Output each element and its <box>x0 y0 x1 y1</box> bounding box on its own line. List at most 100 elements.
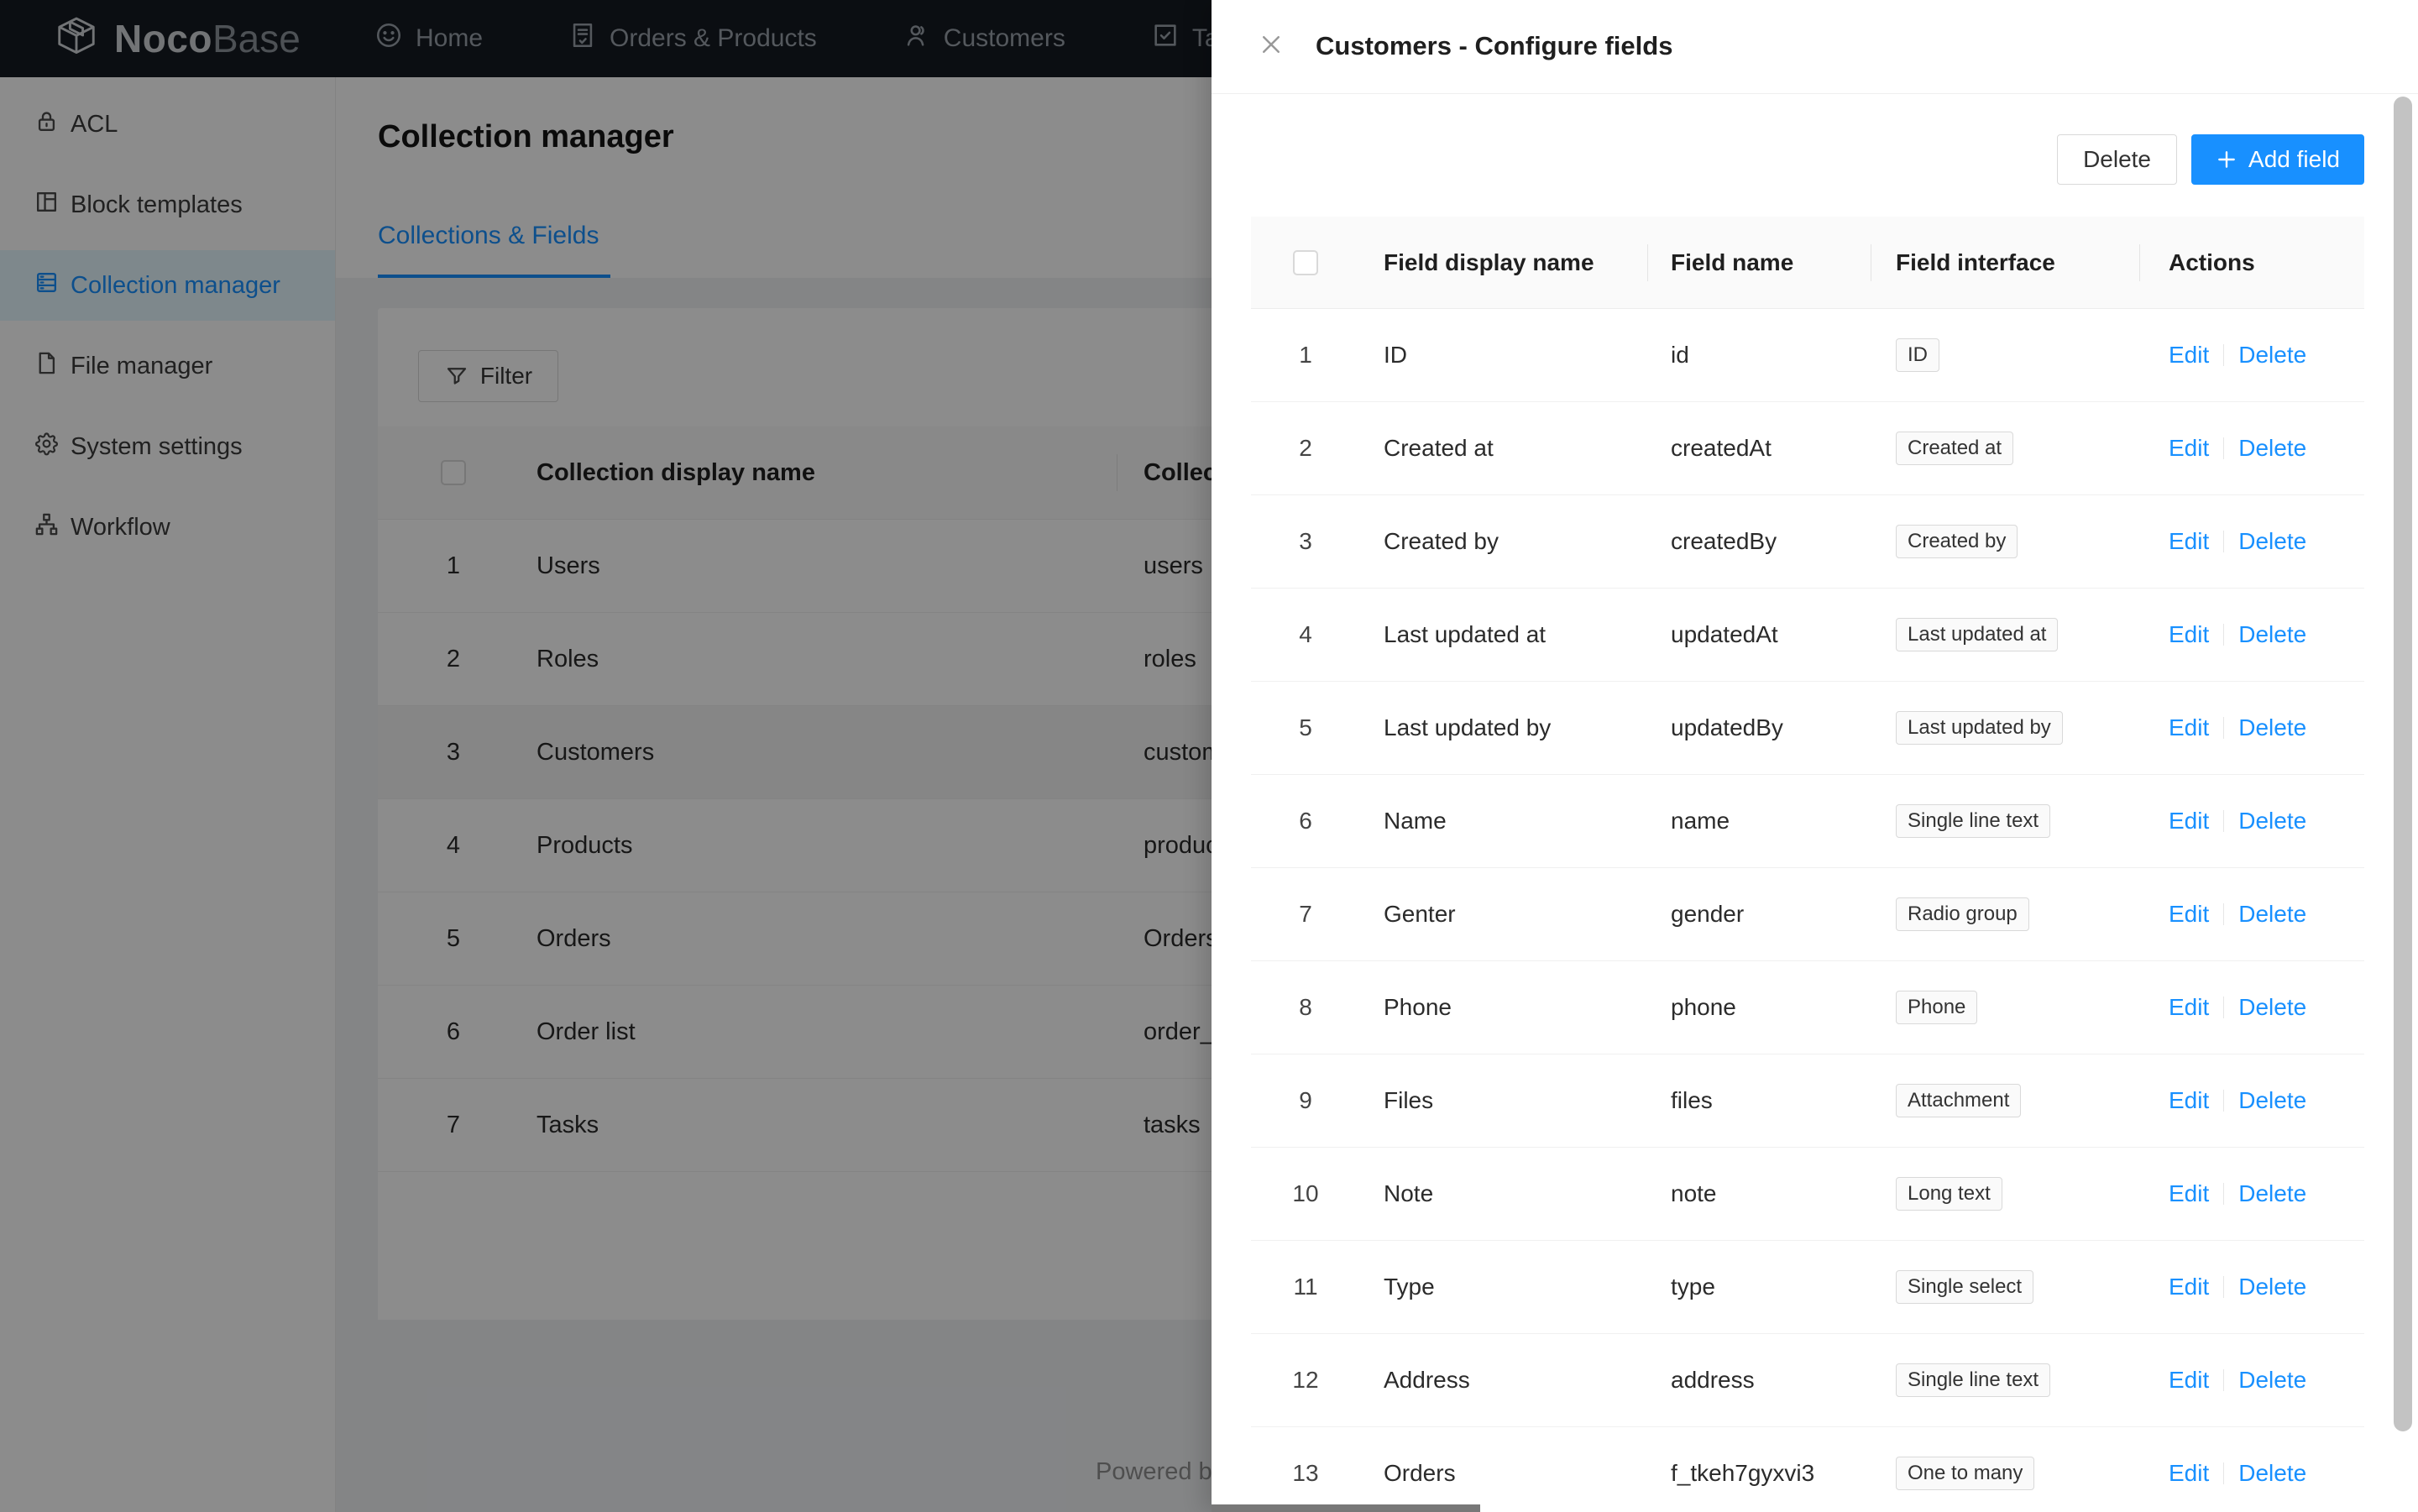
field-interface-tag: One to many <box>1896 1457 2035 1490</box>
row-index: 2 <box>1299 435 1312 461</box>
sidebar-item-acl[interactable]: ACL <box>0 89 335 160</box>
smile-icon <box>374 21 403 56</box>
field-row-id: 1 ID id ID Edit Delete <box>1251 309 2364 402</box>
user-icon <box>903 21 931 56</box>
nav-item-label: Customers <box>943 24 1065 52</box>
sidebar-item-label: File manager <box>71 352 213 379</box>
sidebar-item-label: System settings <box>71 432 243 460</box>
field-interface-tag: Single select <box>1896 1270 2034 1304</box>
field-row-phone: 8 Phone phone Phone Edit Delete <box>1251 961 2364 1054</box>
edit-field-link[interactable]: Edit <box>2169 1180 2210 1206</box>
action-divider <box>2223 344 2225 366</box>
edit-field-link[interactable]: Edit <box>2169 901 2210 927</box>
action-divider <box>2223 1276 2225 1298</box>
delete-field-link[interactable]: Delete <box>2238 342 2307 368</box>
field-display-name: Created at <box>1384 435 1494 461</box>
delete-field-link[interactable]: Delete <box>2238 528 2307 554</box>
field-row-type: 11 Type type Single select Edit Delete <box>1251 1241 2364 1334</box>
delete-field-link[interactable]: Delete <box>2238 1087 2307 1113</box>
edit-field-link[interactable]: Edit <box>2169 714 2210 740</box>
edit-field-link[interactable]: Edit <box>2169 342 2210 368</box>
field-interface-tag: ID <box>1896 338 1939 372</box>
collection-display-name: Products <box>536 831 633 859</box>
nav-item-home[interactable]: Home <box>374 21 483 56</box>
delete-field-link[interactable]: Delete <box>2238 1460 2307 1486</box>
edit-field-link[interactable]: Edit <box>2169 994 2210 1020</box>
filter-label: Filter <box>479 363 533 389</box>
delete-field-link[interactable]: Delete <box>2238 1180 2307 1206</box>
field-display-name: Last updated by <box>1384 714 1552 740</box>
nav-item-orders-products[interactable]: Orders & Products <box>568 21 817 56</box>
select-all-fields-checkbox[interactable] <box>1293 249 1318 275</box>
delete-field-link[interactable]: Delete <box>2238 714 2307 740</box>
delete-field-link[interactable]: Delete <box>2238 1367 2307 1393</box>
row-index: 6 <box>446 1018 461 1045</box>
collection-name: roles <box>1144 645 1196 672</box>
sidebar-item-workflow[interactable]: Workflow <box>0 492 335 562</box>
collection-display-name: Tasks <box>536 1111 599 1138</box>
action-divider <box>2223 624 2225 646</box>
add-field-button[interactable]: Add field <box>2191 134 2364 185</box>
delete-field-link[interactable]: Delete <box>2238 621 2307 647</box>
delete-fields-button[interactable]: Delete <box>2057 134 2178 185</box>
row-index: 5 <box>446 924 461 952</box>
drawer-mask[interactable] <box>0 0 1212 1512</box>
edit-field-link[interactable]: Edit <box>2169 1274 2210 1300</box>
row-index: 2 <box>446 645 461 672</box>
delete-field-link[interactable]: Delete <box>2238 1274 2307 1300</box>
edit-field-link[interactable]: Edit <box>2169 621 2210 647</box>
edit-field-link[interactable]: Edit <box>2169 528 2210 554</box>
edit-field-link[interactable]: Edit <box>2169 1367 2210 1393</box>
collection-name: Orders <box>1144 924 1218 952</box>
edit-field-link[interactable]: Edit <box>2169 1087 2210 1113</box>
column-header-field-display-name: Field display name <box>1384 249 1594 275</box>
field-interface-tag: Long text <box>1896 1177 2002 1211</box>
delete-field-link[interactable]: Delete <box>2238 808 2307 834</box>
sidebar-item-collection-manager[interactable]: Collection manager <box>0 250 335 321</box>
filter-button[interactable]: Filter <box>418 350 558 402</box>
field-name: files <box>1671 1087 1713 1113</box>
edit-field-link[interactable]: Edit <box>2169 435 2210 461</box>
field-display-name: Last updated at <box>1384 621 1547 647</box>
settings-sidebar: ACL Block templates Collection manager File… <box>0 77 336 1512</box>
fields-table-header: Field display name Field name Field inte… <box>1251 217 2364 309</box>
sidebar-item-block-templates[interactable]: Block templates <box>0 170 335 240</box>
edit-field-link[interactable]: Edit <box>2169 1460 2210 1486</box>
configure-fields-drawer: Customers - Configure fields Delete Add … <box>1212 0 2418 1512</box>
nav-item-customers[interactable]: Customers <box>903 21 1065 56</box>
row-index: 10 <box>1292 1180 1319 1206</box>
funnel-icon <box>447 368 466 385</box>
field-interface-tag: Created by <box>1896 525 2018 558</box>
nocobase-logo[interactable]: NocoBase <box>54 14 331 64</box>
field-row-updatedat: 4 Last updated at updatedAt Last updated at… <box>1251 589 2364 682</box>
field-display-name: Genter <box>1384 901 1456 927</box>
field-interface-tag: Single line text <box>1896 1363 2051 1397</box>
sidebar-item-system-settings[interactable]: System settings <box>0 411 335 482</box>
close-icon[interactable] <box>1259 32 1289 62</box>
sidebar-item-file-manager[interactable]: File manager <box>0 331 335 401</box>
delete-field-link[interactable]: Delete <box>2238 435 2307 461</box>
horizontal-scrollbar-thumb[interactable] <box>1212 1504 1480 1512</box>
sidebar-item-label: Collection manager <box>71 271 280 299</box>
action-divider <box>2223 437 2225 459</box>
select-all-checkbox[interactable] <box>441 460 466 485</box>
column-header-collection-display-name: Collection display name <box>536 458 815 486</box>
field-row-updatedby: 5 Last updated by updatedBy Last updated by… <box>1251 682 2364 775</box>
edit-field-link[interactable]: Edit <box>2169 808 2210 834</box>
tab-collections-fields[interactable]: Collections & Fields <box>378 222 599 249</box>
row-index: 4 <box>1299 621 1312 647</box>
field-row-address: 12 Address address Single line text Edit Dele… <box>1251 1334 2364 1427</box>
row-index: 12 <box>1292 1367 1319 1393</box>
vertical-scrollbar-thumb[interactable] <box>2394 97 2412 1431</box>
collection-display-name: Roles <box>536 645 599 672</box>
page-title: Collection manager <box>378 119 674 154</box>
column-header-field-interface: Field interface <box>1871 217 2139 308</box>
field-row-gender: 7 Genter gender Radio group Edit Delete <box>1251 868 2364 961</box>
collection-display-name: Order list <box>536 1018 636 1045</box>
collection-name: users <box>1144 552 1203 579</box>
collection-display-name: Users <box>536 552 600 579</box>
delete-field-link[interactable]: Delete <box>2238 901 2307 927</box>
powered-by-text: Powered by <box>1096 1458 1225 1485</box>
delete-field-link[interactable]: Delete <box>2238 994 2307 1020</box>
sidebar-item-label: Block templates <box>71 191 243 218</box>
